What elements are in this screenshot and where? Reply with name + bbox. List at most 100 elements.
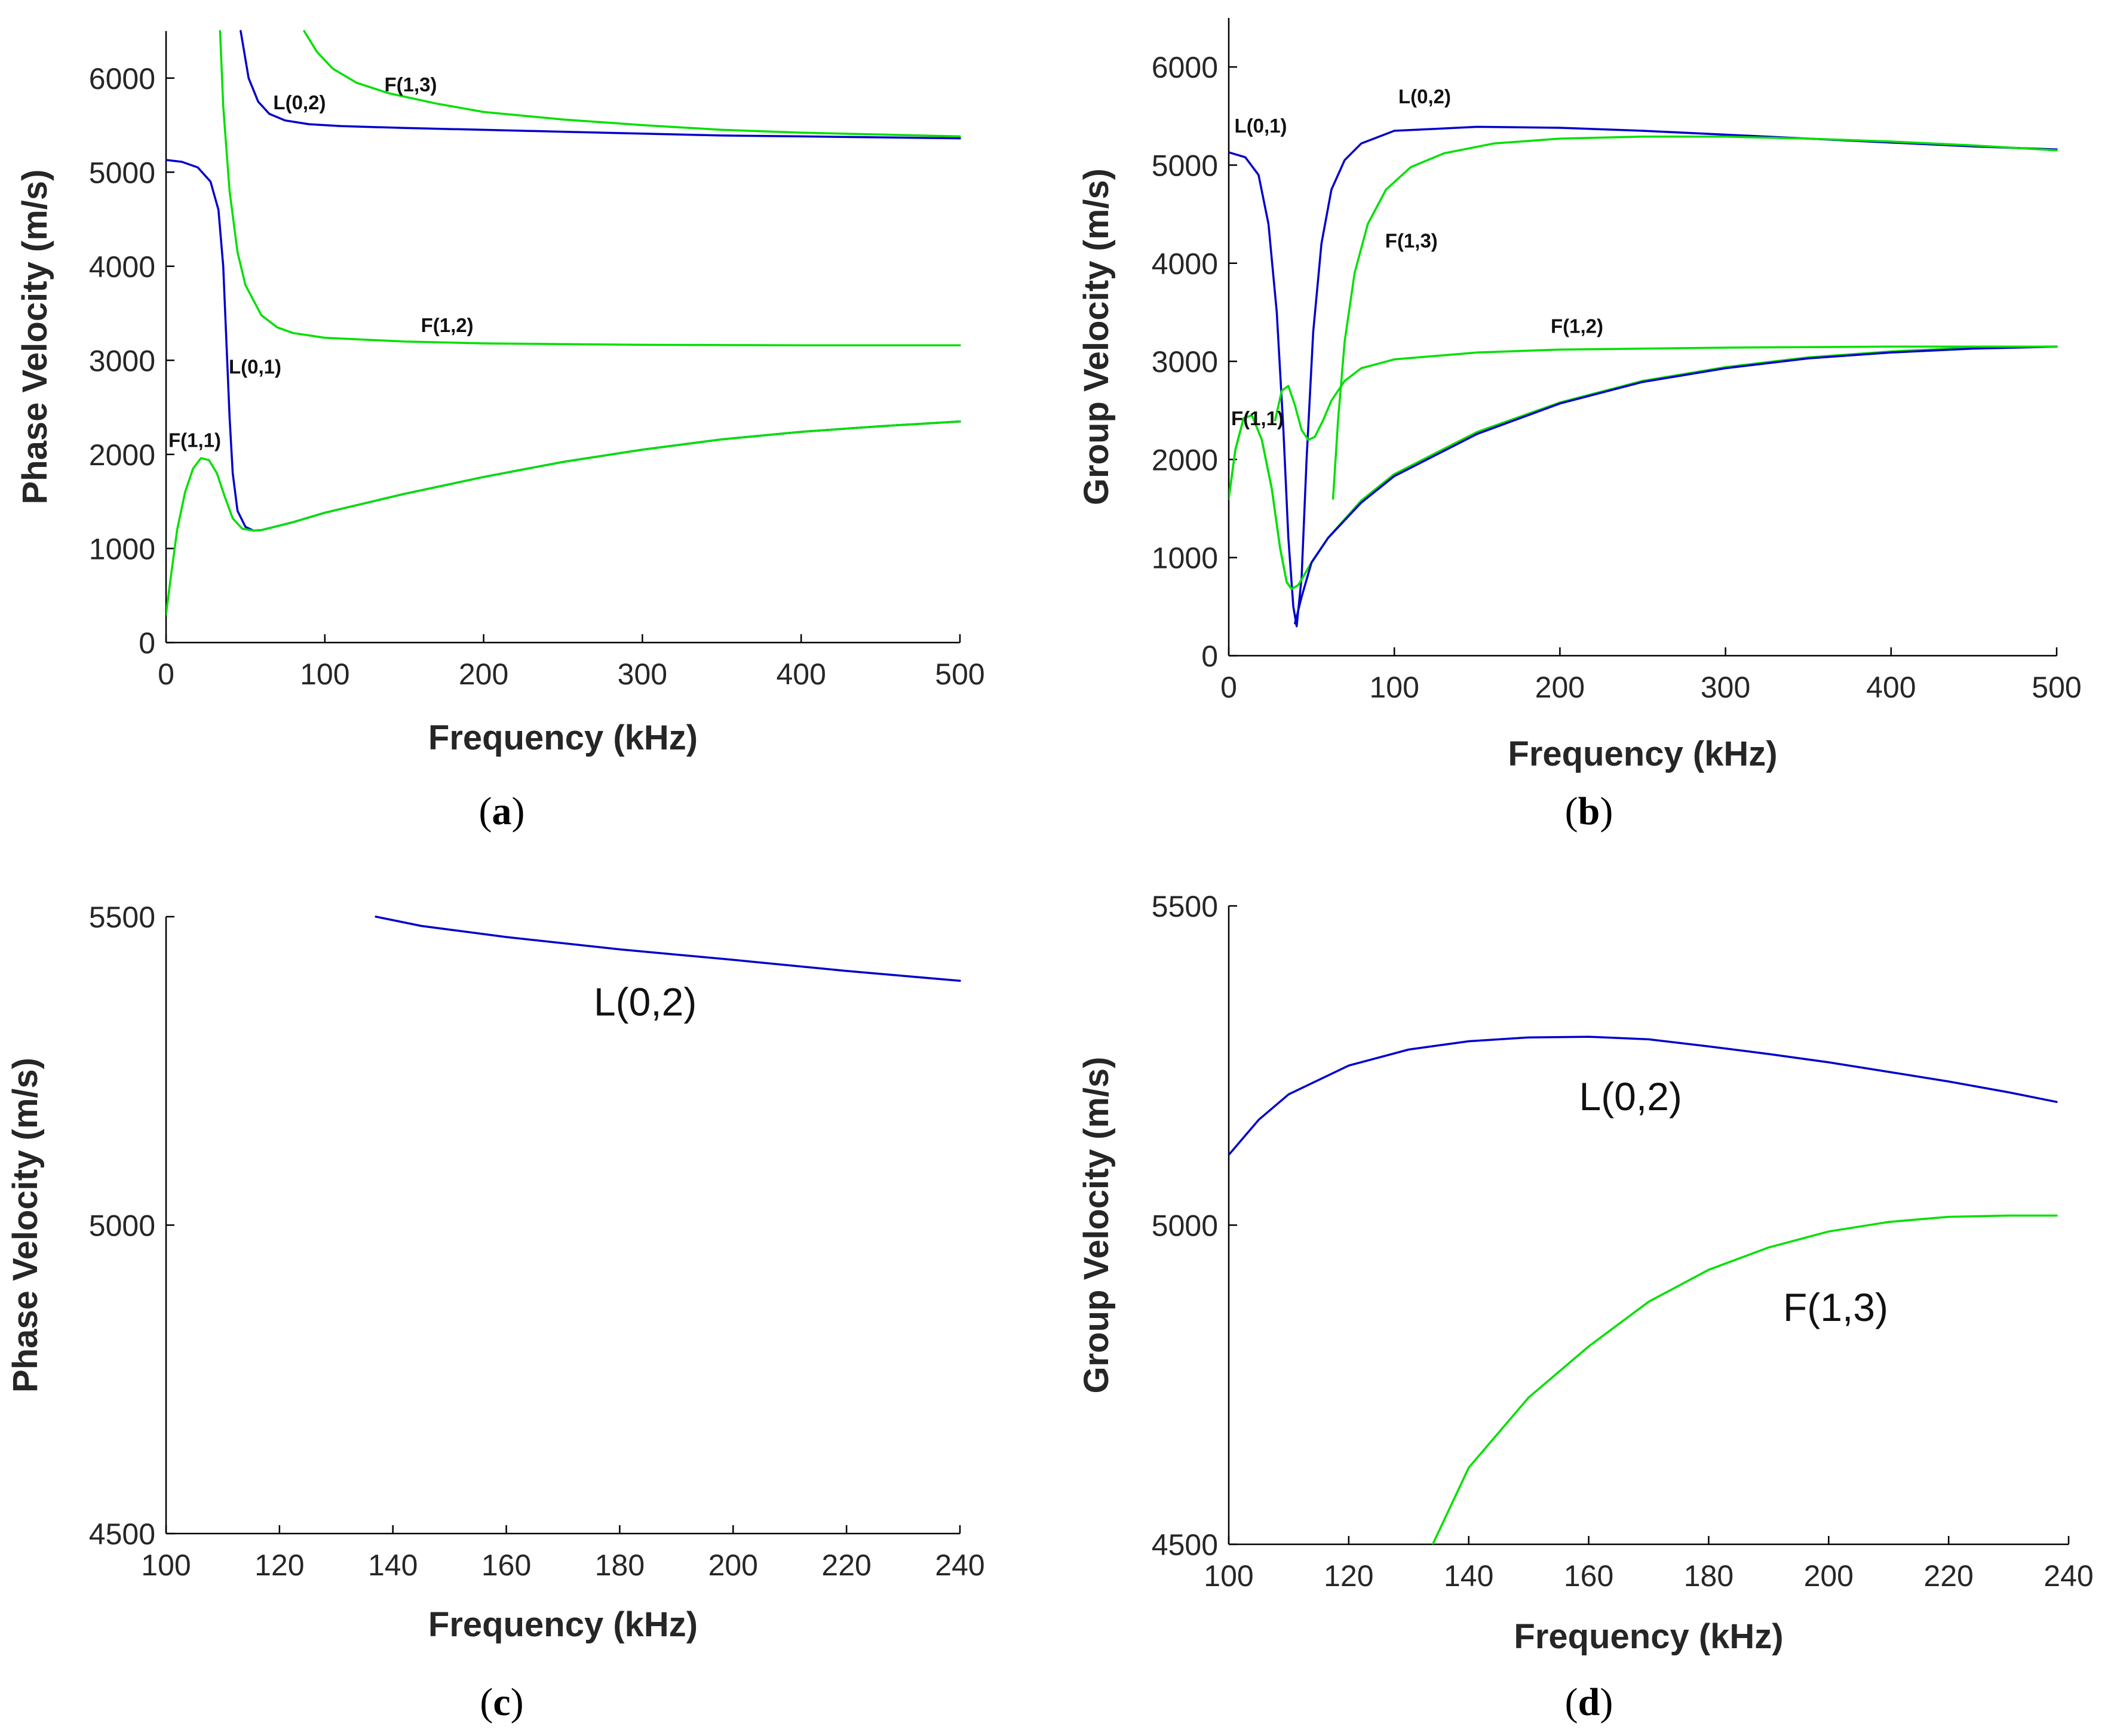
curve-label-f-1-3: F(1,3) (1783, 1285, 1888, 1329)
x-axis-title: Frequency (kHz) (428, 1605, 698, 1644)
y-tick-label: 1000 (1152, 542, 1218, 575)
curve-label-f-1-1: F(1,1) (1231, 407, 1284, 429)
series-line-l-0-2 (240, 30, 961, 140)
chart-panel-c: 100 120 140 160 180 200 220 240 4500 5000 5500 Freq… (6, 901, 985, 1724)
series-line-f-1-3 (1331, 136, 2058, 500)
x-tick-label: 100 (300, 657, 349, 691)
y-tick-label: 1000 (89, 532, 155, 566)
x-tick-label: 140 (1444, 1559, 1493, 1593)
x-tick-label: 240 (935, 1548, 984, 1582)
y-tick-label: 3000 (89, 344, 155, 377)
y-tick-label: 0 (1201, 640, 1218, 673)
y-tick-label: 0 (139, 626, 155, 660)
panel-label: (a) (479, 789, 525, 833)
x-tick-label: 120 (1324, 1559, 1373, 1593)
y-axis-title: Phase Velocity (m/s) (16, 170, 54, 505)
x-tick-label: 400 (1866, 671, 1916, 704)
panel-label-close: ) (512, 789, 525, 833)
y-tick-label: 4000 (1152, 247, 1218, 281)
chart-panel-a: 0 100 200 300 400 500010002000300040005000600… (16, 30, 985, 833)
series-line-l-0-2 (1229, 1036, 2058, 1156)
x-tick-label: 140 (368, 1548, 418, 1582)
curve-label-l-0-1: L(0,1) (1235, 115, 1287, 137)
y-tick-label: 5000 (1152, 1209, 1218, 1243)
x-tick-label: 400 (776, 657, 826, 691)
x-tick-label: 240 (2044, 1559, 2093, 1593)
x-axis-title: Frequency (kHz) (428, 718, 698, 757)
x-tick-label: 160 (481, 1548, 531, 1582)
x-tick-label: 200 (1804, 1559, 1854, 1593)
x-tick-label: 100 (1204, 1559, 1253, 1593)
y-axis-title: Group Velocity (m/s) (1077, 168, 1116, 505)
y-axis-title: Group Velocity (m/s) (1077, 1057, 1116, 1394)
panel-label: (b) (1565, 789, 1613, 833)
y-tick-label: 5000 (1152, 149, 1218, 182)
y-tick-label: 3000 (1152, 345, 1218, 379)
panel-label: (d) (1565, 1680, 1613, 1724)
panel-label-open: ( (480, 1680, 493, 1724)
chart-panel-d: 100 120 140 160 180 200 220 240 4500 5000 5500 Freq… (1077, 890, 2094, 1724)
curve-label-f-1-2: F(1,2) (1551, 315, 1603, 337)
x-tick-label: 100 (1369, 671, 1419, 704)
curve-label-f-1-3: F(1,3) (1385, 229, 1438, 251)
panel-label-open: ( (1565, 1680, 1578, 1724)
y-tick-label: 6000 (1152, 51, 1218, 84)
curve-label-f-1-1: F(1,1) (168, 429, 221, 451)
x-tick-label: 120 (254, 1548, 304, 1582)
curve-label-f-1-3: F(1,3) (384, 73, 437, 96)
x-tick-label: 100 (141, 1548, 191, 1582)
x-tick-label: 300 (618, 657, 667, 691)
curve-label-l-0-2: L(0,2) (1398, 85, 1451, 107)
x-tick-label: 200 (459, 657, 508, 691)
series-line-f-1-2 (1274, 345, 2058, 441)
x-tick-label: 0 (1220, 671, 1237, 704)
y-tick-label: 6000 (89, 62, 155, 96)
panel-label-open: ( (479, 789, 492, 833)
y-tick-label: 5000 (89, 1209, 155, 1243)
x-tick-label: 200 (1535, 671, 1585, 704)
panel-label-letter: b (1578, 789, 1600, 833)
y-tick-label: 4500 (89, 1517, 155, 1551)
series-line-l-0-2 (375, 915, 961, 982)
x-tick-label: 0 (158, 657, 174, 691)
x-tick-label: 160 (1564, 1559, 1613, 1593)
panel-label-letter: d (1578, 1680, 1600, 1724)
x-tick-label: 200 (708, 1548, 758, 1582)
x-axis-title: Frequency (kHz) (1514, 1617, 1783, 1656)
panel-label-close: ) (511, 1680, 524, 1724)
curve-label-l-0-2: L(0,2) (273, 91, 326, 113)
series-line-f-1-3 (1431, 1214, 2058, 1544)
curve-label-l-0-2: L(0,2) (594, 979, 697, 1024)
curve-label-l-0-2: L(0,2) (1579, 1074, 1682, 1119)
panel-label-open: ( (1565, 789, 1578, 833)
series-line-l-0-1-low (1294, 345, 2058, 625)
x-tick-label: 500 (2032, 671, 2081, 704)
y-tick-label: 4000 (89, 250, 155, 284)
series-line-f-1-2 (219, 30, 961, 346)
y-tick-label: 5500 (89, 901, 155, 934)
curve-label-f-1-2: F(1,2) (421, 314, 474, 336)
y-tick-label: 5500 (1152, 890, 1218, 923)
curve-label-l-0-1: L(0,1) (229, 355, 281, 377)
x-tick-label: 220 (821, 1548, 871, 1582)
y-tick-label: 5000 (89, 156, 155, 189)
panel-label-letter: c (493, 1680, 510, 1724)
series-line-f-1-3 (303, 30, 961, 138)
x-tick-label: 180 (1684, 1559, 1734, 1593)
chart-panel-b: 0 100 200 300 400 500010002000300040005000600… (1077, 18, 2082, 833)
panel-label-close: ) (1600, 789, 1613, 833)
x-axis-title: Frequency (kHz) (1508, 735, 1777, 773)
panel-label: (c) (480, 1680, 523, 1724)
x-tick-label: 500 (935, 657, 984, 691)
x-tick-label: 180 (595, 1548, 645, 1582)
x-tick-label: 220 (1923, 1559, 1973, 1593)
series-line-l-0-1 (1229, 125, 2058, 628)
panel-label-close: ) (1600, 1680, 1613, 1724)
panel-label-letter: a (492, 789, 512, 833)
series-line-f-1-1 (166, 420, 961, 616)
y-axis-title: Phase Velocity (m/s) (6, 1058, 45, 1393)
y-tick-label: 4500 (1152, 1528, 1218, 1562)
y-tick-label: 2000 (1152, 443, 1218, 477)
y-tick-label: 2000 (89, 438, 155, 472)
